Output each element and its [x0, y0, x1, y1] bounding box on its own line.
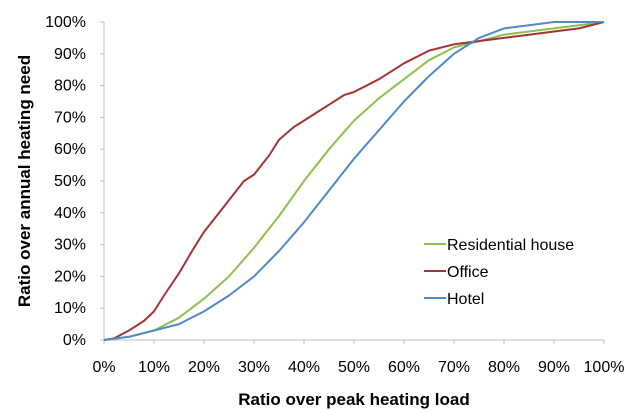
x-tick-label: 10% — [138, 359, 170, 376]
series-line-hotel — [103, 21, 604, 341]
y-tick-labels: 0% 10% 20% 30% 40% 50% 60% 70% 80% 90% 100% — [45, 14, 104, 349]
y-tick-label: 40% — [54, 205, 86, 222]
x-tick-label: 70% — [438, 359, 470, 376]
y-tick-label: 10% — [54, 300, 86, 317]
series-group — [103, 21, 605, 341]
series-line-residential-house — [103, 21, 605, 341]
x-tick-label: 0% — [92, 359, 115, 376]
series-line-office — [103, 21, 605, 341]
y-tick-label: 80% — [54, 78, 86, 95]
y-tick-label: 50% — [54, 173, 86, 190]
y-tick-label: 90% — [54, 46, 86, 63]
x-tick-label: 100% — [584, 359, 625, 376]
x-tick-label: 30% — [238, 359, 270, 376]
x-tick-label: 90% — [538, 359, 570, 376]
x-tick-label: 50% — [338, 359, 370, 376]
y-tick-label: 70% — [54, 109, 86, 126]
legend: Residential house Office Hotel — [424, 237, 574, 308]
x-tick-label: 60% — [388, 359, 420, 376]
x-tick-label: 40% — [288, 359, 320, 376]
plot-area — [103, 22, 604, 341]
legend-label-office: Office — [447, 264, 489, 281]
y-tick-label: 60% — [54, 141, 86, 158]
x-axis-title: Ratio over peak heating load — [238, 390, 469, 409]
y-tick-label: 100% — [45, 14, 86, 31]
x-tick-labels: 0% 10% 20% 30% 40% 50% 60% 70% 80% 90% 100% — [92, 340, 624, 376]
y-tick-label: 20% — [54, 268, 86, 285]
y-axis-title: Ratio over annual heating need — [15, 55, 34, 307]
y-tick-label: 0% — [63, 332, 86, 349]
y-tick-label: 30% — [54, 237, 86, 254]
x-tick-label: 20% — [188, 359, 220, 376]
x-tick-label: 80% — [488, 359, 520, 376]
legend-label-residential-house: Residential house — [447, 237, 574, 254]
legend-label-hotel: Hotel — [447, 291, 484, 308]
